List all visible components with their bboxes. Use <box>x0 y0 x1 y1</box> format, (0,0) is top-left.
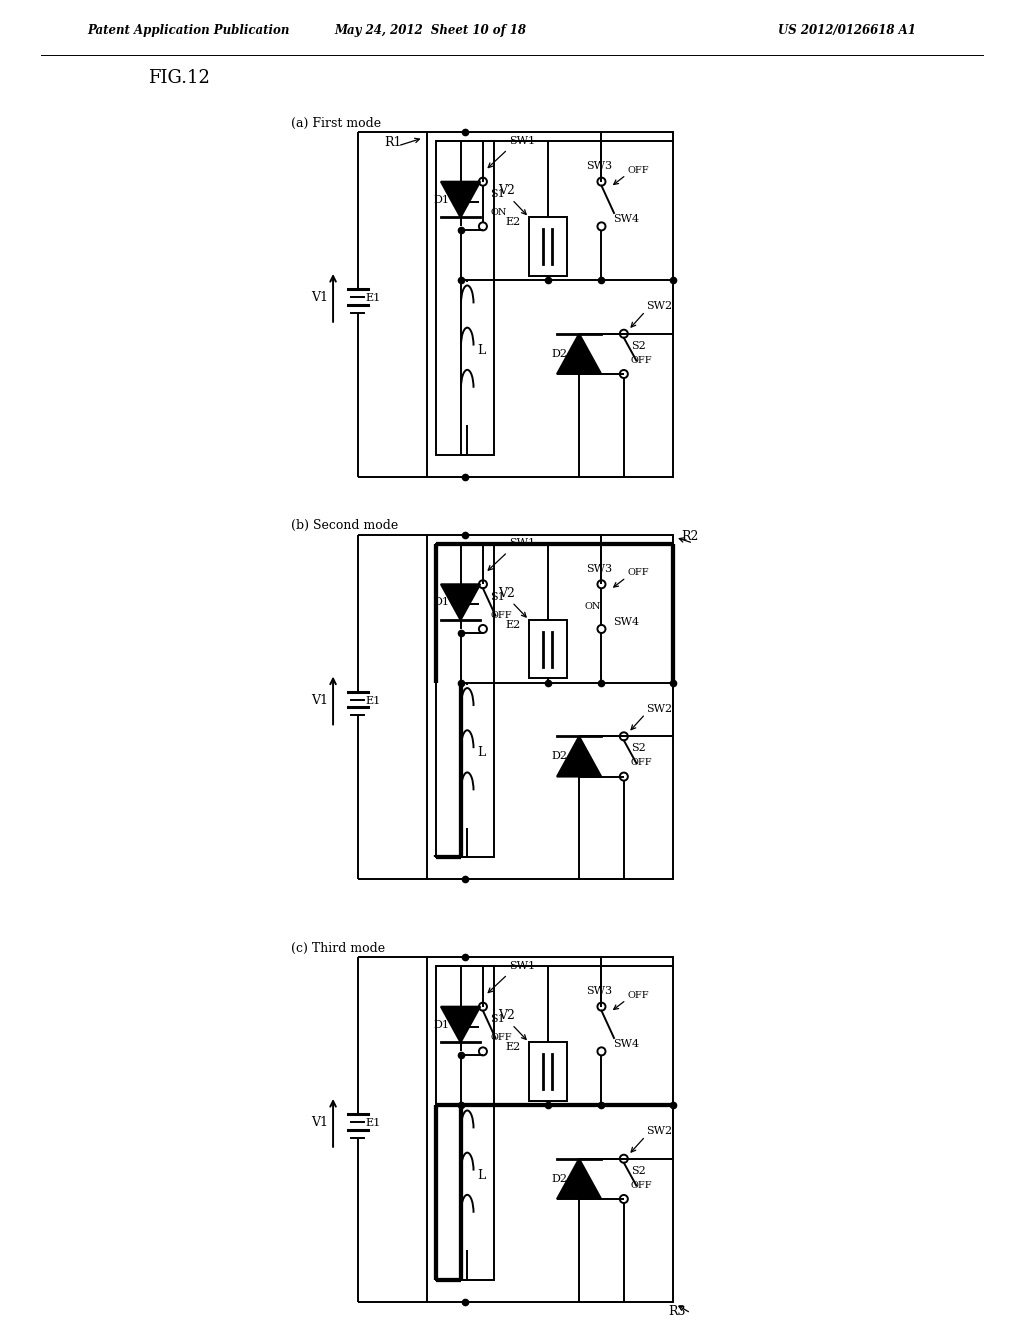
Text: SW4: SW4 <box>612 616 639 627</box>
Text: OFF: OFF <box>631 759 652 767</box>
Text: E1: E1 <box>366 293 381 304</box>
Text: L: L <box>477 747 485 759</box>
Bar <box>436 966 495 1279</box>
Text: L: L <box>477 1170 485 1181</box>
Text: S2: S2 <box>631 1166 646 1176</box>
Polygon shape <box>557 334 601 374</box>
Text: V2: V2 <box>499 587 515 599</box>
Text: SW3: SW3 <box>586 986 612 997</box>
Text: S1: S1 <box>490 591 505 602</box>
Text: V1: V1 <box>310 1117 328 1130</box>
Text: S2: S2 <box>631 341 646 351</box>
Text: OFF: OFF <box>628 166 649 174</box>
Text: S2: S2 <box>631 743 646 754</box>
Text: OFF: OFF <box>490 1034 512 1043</box>
Text: S1: S1 <box>490 189 505 199</box>
Text: (b) Second mode: (b) Second mode <box>291 519 397 532</box>
Bar <box>529 218 566 276</box>
Text: V1: V1 <box>310 292 328 305</box>
Text: SW1: SW1 <box>509 961 535 970</box>
Text: SW2: SW2 <box>646 1126 673 1137</box>
Text: R2: R2 <box>681 529 698 543</box>
Text: E2: E2 <box>505 1041 520 1052</box>
Text: ON: ON <box>585 602 601 611</box>
Text: R1: R1 <box>384 136 402 149</box>
Text: OFF: OFF <box>631 1181 652 1189</box>
Text: FIG.12: FIG.12 <box>148 69 210 87</box>
Text: ON: ON <box>490 209 507 218</box>
Text: E2: E2 <box>505 216 520 227</box>
Text: SW3: SW3 <box>586 564 612 574</box>
Text: US 2012/0126618 A1: US 2012/0126618 A1 <box>778 24 916 37</box>
Bar <box>529 620 566 678</box>
Text: SW2: SW2 <box>646 301 673 312</box>
Text: D1: D1 <box>434 1019 450 1030</box>
Text: OFF: OFF <box>490 611 512 620</box>
Text: SW1: SW1 <box>509 539 535 548</box>
Text: (a) First mode: (a) First mode <box>291 116 381 129</box>
Text: Patent Application Publication: Patent Application Publication <box>87 24 290 37</box>
Text: OFF: OFF <box>628 991 649 999</box>
Text: V2: V2 <box>499 185 515 197</box>
Polygon shape <box>441 182 480 218</box>
Text: E2: E2 <box>505 619 520 630</box>
Text: S1: S1 <box>490 1014 505 1024</box>
Bar <box>436 141 495 454</box>
Text: OFF: OFF <box>631 356 652 364</box>
Text: OFF: OFF <box>628 569 649 577</box>
Text: V2: V2 <box>499 1010 515 1022</box>
Polygon shape <box>441 585 480 620</box>
Text: D1: D1 <box>434 194 450 205</box>
Text: (c) Third mode: (c) Third mode <box>291 941 385 954</box>
Text: R3: R3 <box>669 1305 686 1319</box>
Text: SW2: SW2 <box>646 704 673 714</box>
Text: E1: E1 <box>366 1118 381 1129</box>
Text: D2: D2 <box>551 751 567 762</box>
Text: E1: E1 <box>366 696 381 706</box>
Text: D1: D1 <box>434 597 450 607</box>
Text: May 24, 2012  Sheet 10 of 18: May 24, 2012 Sheet 10 of 18 <box>334 24 526 37</box>
Text: D2: D2 <box>551 1173 567 1184</box>
Bar <box>529 1043 566 1101</box>
Bar <box>427 535 673 879</box>
Bar <box>427 132 673 477</box>
Polygon shape <box>441 1007 480 1043</box>
Text: SW1: SW1 <box>509 136 535 145</box>
Polygon shape <box>557 737 601 776</box>
Text: SW4: SW4 <box>612 1039 639 1049</box>
Bar <box>436 544 495 857</box>
Text: V1: V1 <box>310 694 328 708</box>
Text: SW4: SW4 <box>612 214 639 224</box>
Polygon shape <box>557 1159 601 1199</box>
Bar <box>427 957 673 1302</box>
Text: D2: D2 <box>551 348 567 359</box>
Text: SW3: SW3 <box>586 161 612 172</box>
Text: L: L <box>477 345 485 356</box>
